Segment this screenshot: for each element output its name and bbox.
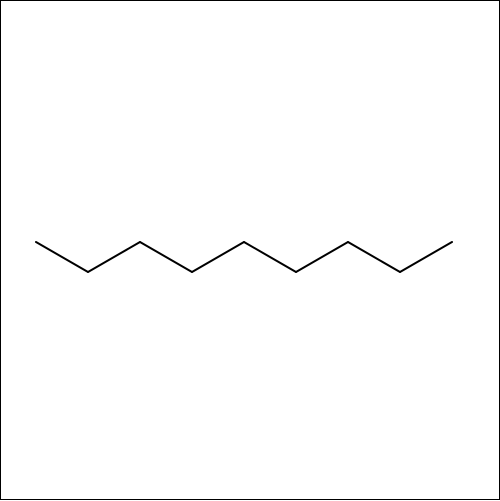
bond-6 [296, 242, 348, 272]
bond-1 [36, 242, 88, 272]
diagram-frame [0, 0, 500, 500]
bond-3 [140, 242, 192, 272]
bond-8 [400, 242, 452, 272]
bond-7 [348, 242, 400, 272]
bond-group [36, 242, 452, 272]
bond-4 [192, 242, 244, 272]
bond-5 [244, 242, 296, 272]
bond-2 [88, 242, 140, 272]
chemical-structure-svg [1, 1, 500, 501]
